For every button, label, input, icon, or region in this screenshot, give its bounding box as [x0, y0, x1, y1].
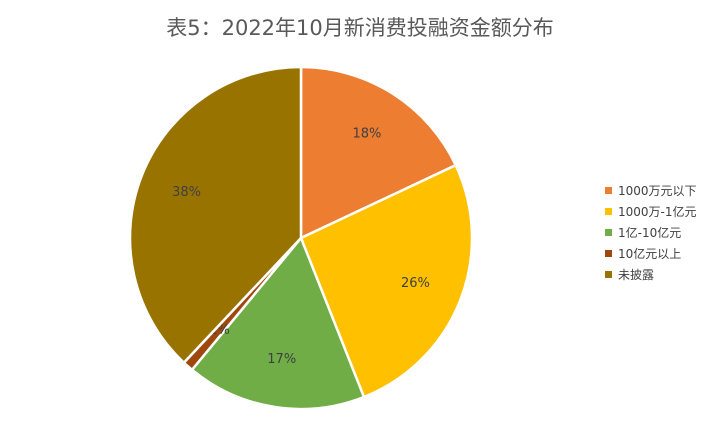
legend-label: 1亿-10亿元 [618, 226, 682, 240]
legend-item-3: 1亿-10亿元 [605, 222, 697, 243]
pie-slice-3 [190, 235, 366, 411]
legend-swatch [605, 187, 612, 194]
legend-item-4: 10亿元以上 [605, 243, 697, 264]
slice-label-3: 17% [267, 352, 296, 367]
slice-label-1: 18% [353, 127, 382, 142]
pie-slice-2 [299, 163, 474, 399]
legend-swatch [605, 271, 612, 278]
slice-label-2: 26% [401, 276, 430, 291]
legend-label: 10亿元以上 [618, 247, 682, 261]
legend-swatch [605, 208, 612, 215]
legend-item-5: 未披露 [605, 264, 697, 285]
legend-label: 1000万元以下 [618, 184, 697, 198]
legend-item-1: 1000万元以下 [605, 180, 697, 201]
legend-swatch [605, 250, 612, 257]
legend: 1000万元以下 1000万-1亿元 1亿-10亿元 10亿元以上 未披露 [605, 180, 697, 285]
slice-label-5: 38% [172, 185, 201, 200]
legend-swatch [605, 229, 612, 236]
pie-slice-1 [299, 65, 458, 240]
chart-title: 表5：2022年10月新消费投融资金额分布 [166, 16, 554, 40]
pie-slice-5 [128, 65, 303, 365]
legend-label: 未披露 [618, 268, 655, 282]
legend-item-2: 1000万-1亿元 [605, 201, 697, 222]
legend-label: 1000万-1亿元 [618, 205, 697, 219]
